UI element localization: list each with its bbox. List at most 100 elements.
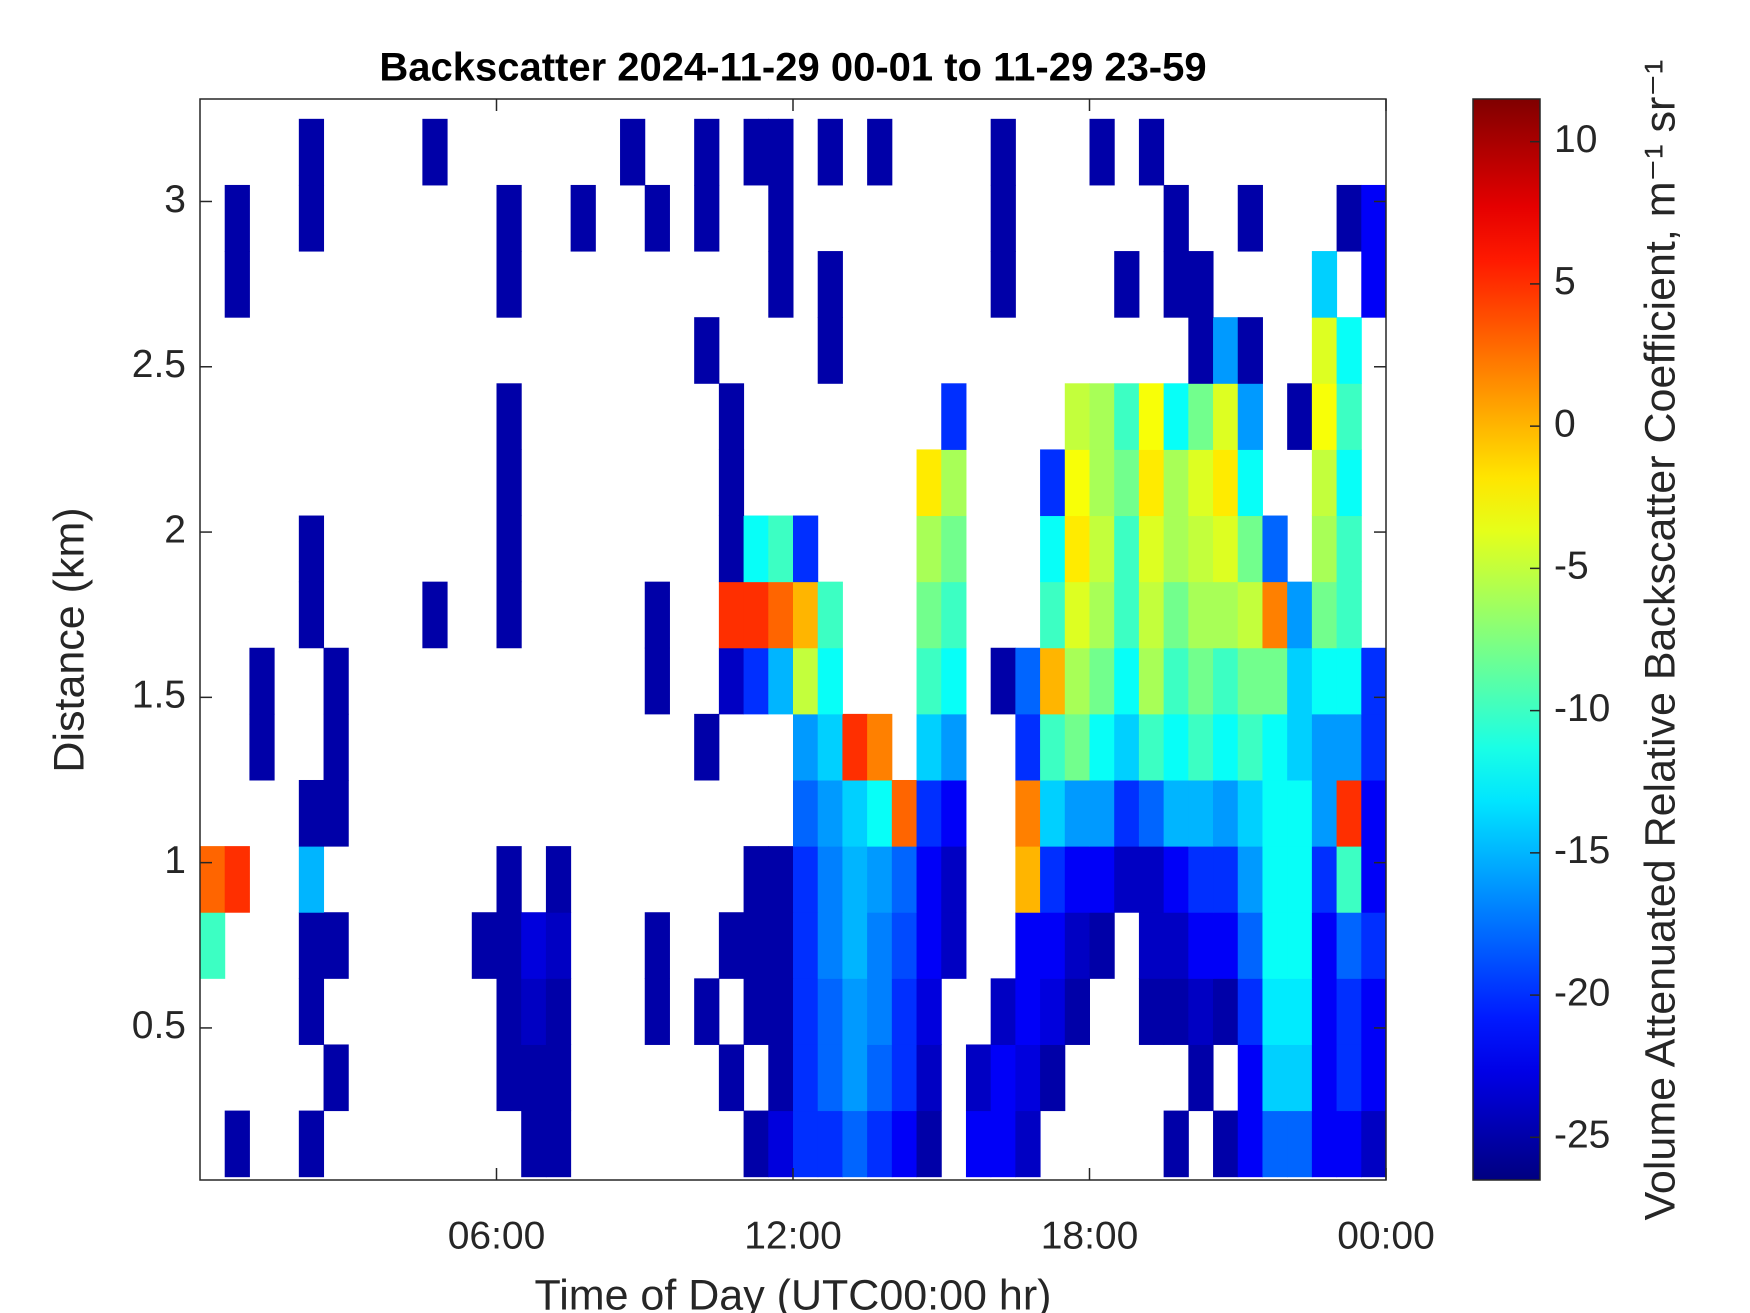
heatmap-cell (1262, 1044, 1288, 1112)
heatmap-cell (768, 846, 794, 913)
heatmap-cell (224, 184, 250, 252)
heatmap-cell (1188, 912, 1214, 979)
heatmap-cell (941, 449, 967, 517)
heatmap-cell (496, 581, 522, 649)
heatmap-cell (323, 912, 349, 979)
heatmap-cell (1287, 581, 1313, 649)
heatmap-cell (249, 647, 275, 715)
heatmap-cell (1311, 251, 1338, 318)
heatmap-cell (644, 581, 670, 649)
heatmap-cell (644, 912, 670, 979)
heatmap-cell (1287, 779, 1313, 847)
heatmap-cell (1336, 713, 1362, 781)
colorbar-tick-label: -10 (1554, 687, 1610, 730)
heatmap-cell (644, 978, 670, 1045)
heatmap-cell (718, 449, 745, 517)
heatmap-cell (891, 1110, 918, 1178)
heatmap-cell (1064, 581, 1090, 649)
heatmap-cell (521, 1044, 547, 1112)
heatmap-cell (1064, 647, 1090, 715)
heatmap-cell (1262, 779, 1288, 847)
heatmap-cell (1311, 978, 1338, 1045)
heatmap-cell (842, 1044, 868, 1112)
heatmap-cell (743, 581, 769, 649)
heatmap-cell (1188, 383, 1214, 450)
heatmap-cell (1040, 978, 1066, 1045)
heatmap-cell (1064, 383, 1090, 450)
heatmap-cell (916, 713, 942, 781)
heatmap-cell (1188, 317, 1214, 384)
heatmap-cell (718, 581, 745, 649)
heatmap-cell (817, 846, 843, 913)
heatmap-cell (891, 978, 918, 1045)
heatmap-cell (496, 515, 522, 583)
heatmap-cell (793, 1044, 819, 1112)
heatmap-cell (916, 1110, 942, 1178)
heatmap-cell (718, 1044, 745, 1112)
heatmap-cell (1163, 647, 1189, 715)
heatmap-cell (1287, 912, 1313, 979)
heatmap-cell (1138, 779, 1165, 847)
heatmap-cell (1114, 779, 1140, 847)
heatmap-cell (1213, 912, 1239, 979)
heatmap-cell (941, 779, 967, 847)
heatmap-cell (1188, 647, 1214, 715)
heatmap-cell (768, 118, 794, 186)
heatmap-cell (694, 978, 720, 1045)
heatmap-cell (793, 713, 819, 781)
heatmap-cell (1015, 978, 1041, 1045)
heatmap-cell (298, 912, 325, 979)
heatmap-cell (1262, 912, 1288, 979)
heatmap-cell (965, 1044, 992, 1112)
heatmap-cell (1040, 647, 1066, 715)
heatmap-cell (620, 118, 646, 186)
heatmap-cell (1138, 647, 1165, 715)
chart-title: Backscatter 2024-11-29 00-01 to 11-29 23… (379, 46, 1206, 90)
heatmap-cell (1361, 1044, 1386, 1112)
heatmap-cell (496, 978, 522, 1045)
heatmap-cell (1015, 779, 1041, 847)
heatmap-cell (842, 779, 868, 847)
heatmap-cell (422, 118, 448, 186)
heatmap-cell (793, 515, 819, 583)
heatmap-cell (1237, 647, 1263, 715)
heatmap-cell (1213, 317, 1239, 384)
heatmap-cell (990, 647, 1016, 715)
colorbar (1472, 98, 1541, 1181)
heatmap-cell (941, 383, 967, 450)
heatmap-cell (1287, 383, 1313, 450)
heatmap-cell (743, 1110, 769, 1178)
heatmap-cell (1040, 581, 1066, 649)
heatmap-cell (1213, 383, 1239, 450)
colorbar-tick-label: 0 (1554, 402, 1576, 445)
heatmap-cell (817, 251, 843, 318)
heatmap-cell (1287, 846, 1313, 913)
heatmap-cell (1311, 713, 1338, 781)
heatmap-cell (916, 1044, 942, 1112)
heatmap-cell (1188, 779, 1214, 847)
heatmap-cell (1213, 713, 1239, 781)
heatmap-cell (1188, 515, 1214, 583)
heatmap-cell (768, 1044, 794, 1112)
heatmap-cell (1237, 713, 1263, 781)
heatmap-cell (298, 515, 325, 583)
heatmap-cell (1237, 912, 1263, 979)
heatmap-cell (1311, 1110, 1338, 1178)
heatmap-cell (323, 713, 349, 781)
heatmap-cell (817, 118, 843, 186)
heatmap-cell (298, 978, 325, 1045)
heatmap-cell (1213, 846, 1239, 913)
heatmap-cell (1262, 713, 1288, 781)
heatmap-cell (867, 978, 893, 1045)
heatmap-cell (1163, 713, 1189, 781)
heatmap-cell (1311, 779, 1338, 847)
heatmap-cell (1138, 449, 1165, 517)
heatmap-cell (1114, 251, 1140, 318)
heatmap-cell (496, 912, 522, 979)
heatmap-cell (743, 846, 769, 913)
heatmap-cell (1237, 317, 1263, 384)
heatmap-cell (916, 449, 942, 517)
heatmap-cell (1114, 383, 1140, 450)
heatmap-cell (1336, 978, 1362, 1045)
